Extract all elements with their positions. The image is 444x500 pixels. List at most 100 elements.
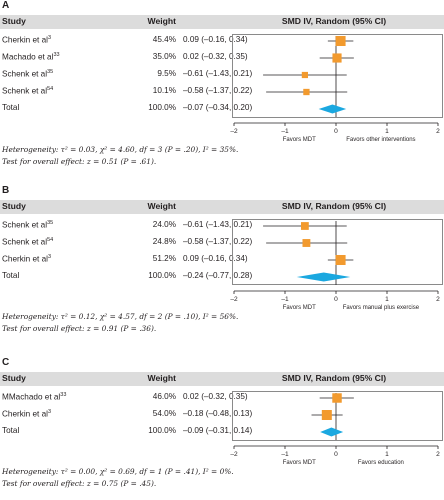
study-name: Cherkin et al3	[2, 35, 52, 45]
study-name: Cherkin et al3	[2, 254, 52, 264]
forest-box	[232, 391, 443, 441]
study-marker	[332, 53, 342, 63]
x-tick-label: 1	[385, 128, 389, 135]
study-weight: 24.0%	[152, 220, 176, 229]
panel-b: B Study Weight SMD IV, Random (95% CI) S…	[0, 185, 444, 357]
header-study: Study	[2, 16, 26, 26]
table-row: Cherkin et al3 51.2% 0.09 (–0.16, 0.34)	[0, 253, 248, 266]
table-row: Machado et al33 35.0% 0.02 (–0.32, 0.35)	[0, 51, 248, 64]
column-header: Study Weight SMD IV, Random (95% CI)	[0, 372, 444, 386]
study-name: Cherkin et al3	[2, 409, 52, 419]
header-effect: SMD IV, Random (95% CI)	[281, 201, 387, 211]
study-marker	[302, 239, 311, 247]
panel-label: C	[2, 357, 10, 368]
heterogeneity-text: Heterogeneity: τ² = 0.12, χ² = 4.57, df …	[2, 312, 239, 321]
x-tick-label: 1	[385, 451, 389, 458]
study-name: MMachado et al33	[2, 392, 67, 402]
study-ci: –0.61 (–1.43, 0.21)	[183, 220, 253, 229]
header-weight: Weight	[147, 373, 176, 383]
overall-effect-text: Test for overall effect: z = 0.75 (P = .…	[2, 479, 157, 488]
study-ci: 0.09 (–0.16, 0.34)	[183, 254, 248, 263]
panel-label: B	[2, 185, 10, 196]
panel-c: C Study Weight SMD IV, Random (95% CI) M…	[0, 357, 444, 500]
forest-plot-c: –2 –1 0 1 2 Favors MDT Favors education	[230, 393, 440, 466]
study-marker	[332, 393, 342, 403]
study-ci: –0.61 (–1.43, 0.21)	[183, 69, 253, 78]
table-row-total: Total 100.0% –0.24 (–0.77, 0.28)	[0, 270, 252, 283]
x-tick-label: 0	[334, 451, 338, 458]
favors-right-label: Favors education	[358, 460, 404, 466]
study-ci: –0.24 (–0.77, 0.28)	[183, 271, 253, 280]
study-marker	[335, 255, 346, 265]
study-ci: 0.09 (–0.16, 0.34)	[183, 35, 248, 44]
x-tick-label: 0	[334, 128, 338, 135]
table-row: Cherkin et al3 54.0% –0.18 (–0.48, 0.13)	[0, 408, 252, 421]
x-tick-label: –1	[281, 451, 289, 458]
favors-right-label: Favors other interventions	[346, 137, 415, 143]
header-study: Study	[2, 373, 26, 383]
column-header: Study Weight SMD IV, Random (95% CI)	[0, 200, 444, 214]
x-tick-label: 2	[436, 296, 440, 303]
heterogeneity-text: Heterogeneity: τ² = 0.00, χ² = 0.69, df …	[2, 467, 234, 476]
table-row: Schenk et al35 9.5% –0.61 (–1.43, 0.21)	[0, 68, 252, 81]
study-weight: 24.8%	[152, 237, 176, 246]
table-row: Schenk et al35 24.0% –0.61 (–1.43, 0.21)	[0, 219, 252, 232]
panel-a: A Study Weight SMD IV, Random (95% CI) C…	[0, 0, 444, 170]
table-row-total: Total 100.0% –0.07 (–0.34, 0.20)	[0, 102, 252, 115]
study-weight: 35.0%	[152, 52, 176, 61]
study-marker	[303, 88, 310, 96]
study-weight: 45.4%	[152, 35, 176, 44]
forest-plot-a: –2 –1 0 1 2 Favors MDT Favors other interventi…	[230, 36, 440, 143]
table-row: Schenk et al54 24.8% –0.58 (–1.37, 0.22)	[0, 236, 252, 249]
header-effect: SMD IV, Random (95% CI)	[281, 16, 387, 26]
x-tick-label: 0	[334, 296, 338, 303]
header-weight: Weight	[147, 201, 176, 211]
panel-label: A	[2, 0, 10, 11]
forest-box	[232, 34, 443, 118]
favors-left-label: Favors MDT	[283, 137, 316, 143]
study-weight: 54.0%	[152, 409, 176, 418]
study-name: Schenk et al54	[2, 86, 54, 96]
study-ci: 0.02 (–0.32, 0.35)	[183, 52, 248, 61]
overall-effect-text: Test for overall effect: z = 0.91 (P = .…	[2, 324, 157, 333]
study-ci: –0.18 (–0.48, 0.13)	[183, 409, 253, 418]
column-header: Study Weight SMD IV, Random (95% CI)	[0, 15, 444, 29]
study-marker	[335, 36, 346, 46]
x-tick-label: –2	[230, 128, 238, 135]
study-name: Schenk et al35	[2, 220, 54, 230]
study-name: Total	[2, 271, 20, 280]
study-ci: 0.02 (–0.32, 0.35)	[183, 392, 248, 401]
x-tick-label: 2	[436, 128, 440, 135]
study-name: Schenk et al35	[2, 69, 54, 79]
forest-plot-b: –2 –1 0 1 2 Favors MDT Favors manual plus exer…	[230, 221, 440, 311]
study-name: Total	[2, 103, 20, 112]
study-ci: –0.09 (–0.31, 0.14)	[183, 426, 253, 435]
x-tick-label: –2	[230, 451, 238, 458]
table-row: Cherkin et al3 45.4% 0.09 (–0.16, 0.34)	[0, 34, 248, 47]
study-ci: –0.58 (–1.37, 0.22)	[183, 86, 253, 95]
study-name: Schenk et al54	[2, 237, 54, 247]
header-study: Study	[2, 201, 26, 211]
total-diamond	[320, 427, 344, 437]
study-ci: –0.07 (–0.34, 0.20)	[183, 103, 253, 112]
study-weight: 46.0%	[152, 392, 176, 401]
table-row-total: Total 100.0% –0.09 (–0.31, 0.14)	[0, 425, 252, 438]
study-weight: 10.1%	[152, 86, 176, 95]
study-weight: 51.2%	[152, 254, 176, 263]
x-tick-label: –1	[281, 296, 289, 303]
favors-right-label: Favors manual plus exercise	[343, 305, 420, 311]
study-marker	[300, 222, 309, 230]
study-name: Total	[2, 426, 20, 435]
table-row: MMachado et al33 46.0% 0.02 (–0.32, 0.35…	[0, 391, 248, 404]
favors-left-label: Favors MDT	[283, 460, 316, 466]
study-ci: –0.58 (–1.37, 0.22)	[183, 237, 253, 246]
total-diamond	[318, 104, 347, 114]
favors-left-label: Favors MDT	[283, 305, 316, 311]
study-weight: 100.0%	[148, 103, 176, 112]
overall-effect-text: Test for overall effect: z = 0.51 (P = .…	[2, 157, 157, 166]
forest-box	[232, 219, 443, 285]
x-tick-label: 2	[436, 451, 440, 458]
study-marker	[321, 410, 332, 420]
table-row: Schenk et al54 10.1% –0.58 (–1.37, 0.22)	[0, 85, 252, 98]
x-tick-label: 1	[385, 296, 389, 303]
